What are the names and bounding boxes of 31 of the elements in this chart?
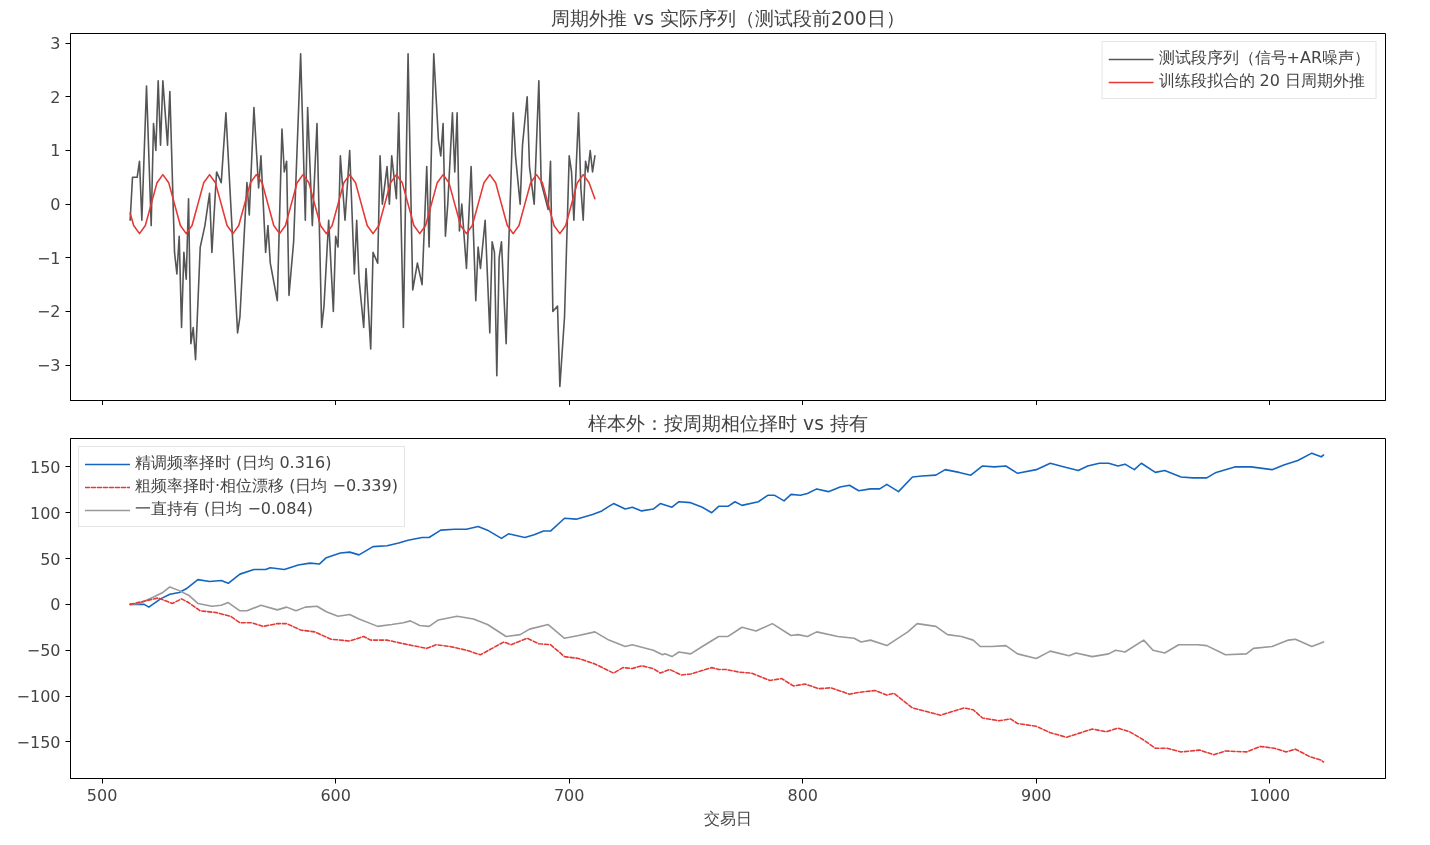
x-tick-label: 700 [553,785,585,805]
line-series [129,53,596,388]
y-tick-label: −1 [36,248,61,268]
x-tick-label: 800 [787,785,819,805]
y-tick-label: −50 [26,641,61,661]
y-tick-label: 100 [29,503,61,523]
y-tick-label: −150 [16,732,61,752]
legend-label: 粗频率择时·相位漂移 (日均 −0.339) [135,476,398,497]
y-tick-label: 0 [50,595,61,615]
y-tick-label: −2 [36,302,61,322]
x-axis-title: 交易日 [704,808,752,828]
y-tick-label: −3 [36,356,61,376]
x-tick-label: 900 [1020,785,1052,805]
chart-title: 样本外：按周期相位择时 vs 持有 [588,412,868,434]
legend-label: 测试段序列（信号+AR噪声） [1158,48,1370,69]
x-tick-label: 500 [86,785,118,805]
y-tick-label: 0 [50,195,61,215]
line-series [129,597,1325,763]
y-tick-label: 150 [29,457,61,477]
x-tick-label: 600 [320,785,351,805]
legend-label: 训练段拟合的 20 日周期外推 [1158,71,1366,92]
chart-title: 周期外推 vs 实际序列（测试段前200日） [551,7,905,29]
y-tick-label: 3 [50,34,61,54]
x-tick-label: 1000 [1249,785,1291,805]
y-tick-label: 50 [40,549,61,569]
y-tick-label: 2 [50,87,61,107]
legend-label: 精调频率择时 (日均 0.316) [135,453,332,474]
legend-label: 一直持有 (日均 −0.084) [135,499,313,520]
y-tick-label: 1 [50,141,61,161]
y-tick-label: −100 [16,687,61,707]
line-series [129,173,596,235]
